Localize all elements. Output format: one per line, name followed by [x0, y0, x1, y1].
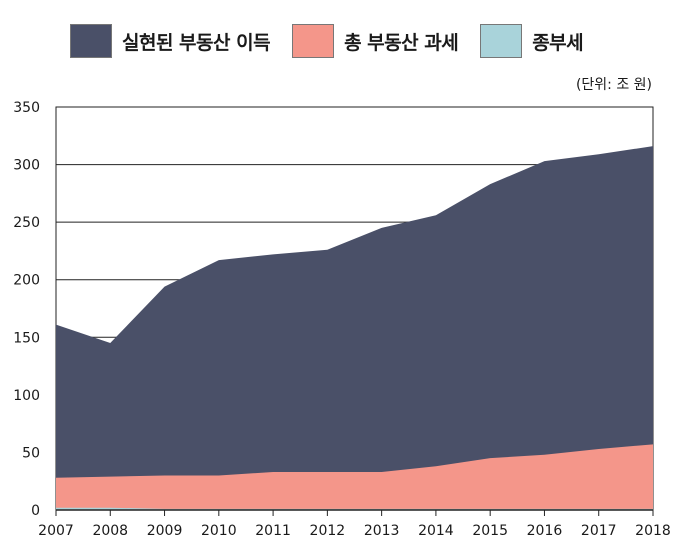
x-tick-label-2010: 2010	[201, 523, 237, 539]
area-series-1	[56, 444, 653, 510]
x-tick-label-2014: 2014	[418, 523, 454, 539]
legend-item-realized-gain: 실현된 부동산 이득	[70, 24, 271, 58]
y-tick-label-150: 150	[13, 330, 40, 346]
y-tick-label-350: 350	[13, 100, 40, 116]
x-tick-label-2008: 2008	[92, 523, 128, 539]
y-tick-label-50: 50	[22, 445, 40, 461]
x-tick-label-2007: 2007	[38, 523, 74, 539]
legend-swatch-comprehensive-tax	[480, 24, 523, 58]
x-tick-label-2011: 2011	[255, 523, 291, 539]
legend: 실현된 부동산 이득 총 부동산 과세 종부세	[70, 24, 605, 58]
legend-label-realized-gain: 실현된 부동산 이득	[122, 31, 271, 54]
y-tick-label-0: 0	[31, 503, 40, 519]
x-tick-label-2016: 2016	[527, 523, 563, 539]
x-tick-label-2017: 2017	[581, 523, 617, 539]
x-tick-label-2012: 2012	[310, 523, 346, 539]
legend-swatch-realized-gain	[70, 24, 112, 58]
y-tick-label-100: 100	[13, 388, 40, 404]
legend-label-comprehensive-tax: 종부세	[532, 31, 584, 54]
y-tick-label-300: 300	[13, 158, 40, 174]
legend-item-total-tax: 총 부동산 과세	[292, 24, 459, 58]
x-tick-label-2009: 2009	[147, 523, 183, 539]
unit-label: (단위: 조 원)	[575, 77, 652, 93]
x-tick-label-2015: 2015	[472, 523, 508, 539]
legend-swatch-total-tax	[292, 24, 335, 58]
legend-item-comprehensive-tax: 종부세	[480, 24, 584, 58]
area-series-0	[56, 146, 653, 511]
legend-label-total-tax: 총 부동산 과세	[344, 31, 459, 54]
x-tick-label-2018: 2018	[635, 523, 671, 539]
x-tick-label-2013: 2013	[364, 523, 400, 539]
y-tick-label-250: 250	[13, 215, 40, 231]
y-tick-label-200: 200	[13, 273, 40, 289]
